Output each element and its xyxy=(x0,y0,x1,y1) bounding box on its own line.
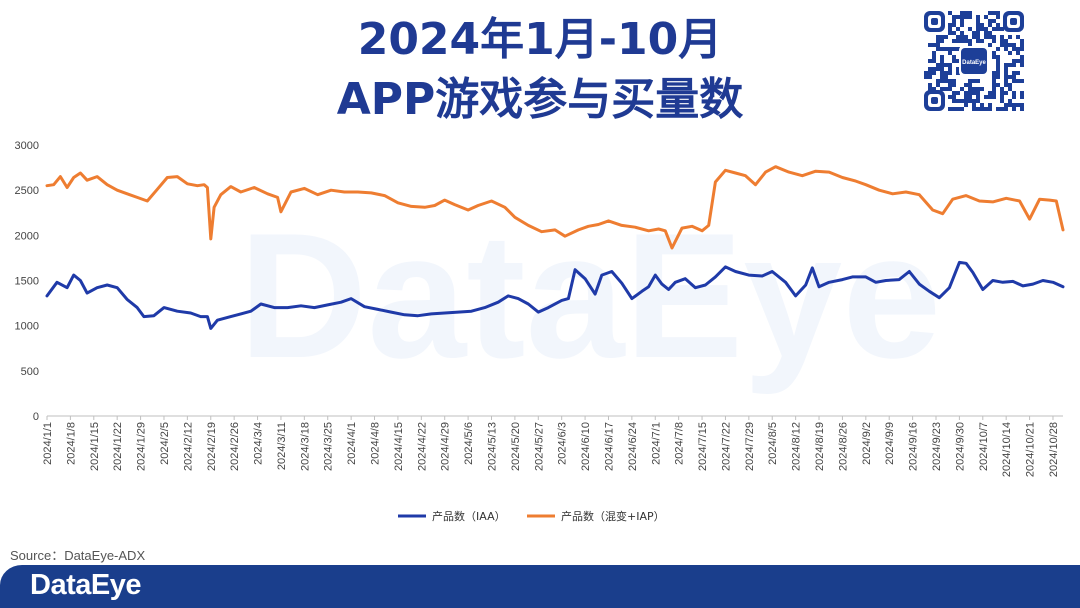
x-tick-label: 2024/9/2 xyxy=(861,422,873,465)
source-note: Source：DataEye-ADX xyxy=(10,548,146,563)
x-tick-label: 2024/2/19 xyxy=(206,422,218,471)
y-tick-label: 3000 xyxy=(15,140,39,152)
x-tick-label: 2024/10/14 xyxy=(1001,422,1013,477)
watermark: DataEye xyxy=(239,196,942,395)
x-tick-label: 2024/7/29 xyxy=(744,422,756,471)
x-tick-label: 2024/2/26 xyxy=(229,422,241,471)
x-tick-label: 2024/1/1 xyxy=(42,422,54,465)
x-tick-label: 2024/4/29 xyxy=(440,422,452,471)
x-tick-label: 2024/8/26 xyxy=(837,422,849,471)
x-tick-label: 2024/1/29 xyxy=(136,422,148,471)
x-tick-label: 2024/4/15 xyxy=(393,422,405,471)
y-tick-label: 1500 xyxy=(15,276,39,288)
x-tick-label: 2024/7/1 xyxy=(650,422,662,465)
y-tick-label: 0 xyxy=(33,411,39,423)
x-tick-label: 2024/4/1 xyxy=(346,422,358,465)
x-tick-label: 2024/2/5 xyxy=(159,422,171,465)
x-tick-label: 2024/6/10 xyxy=(580,422,592,471)
qr-finder-bottom-left xyxy=(924,90,945,111)
x-tick-label: 2024/5/13 xyxy=(487,422,499,471)
x-tick-label: 2024/8/5 xyxy=(767,422,779,465)
x-tick-label: 2024/4/22 xyxy=(416,422,428,471)
y-tick-label: 500 xyxy=(21,366,39,378)
qr-center-badge: DataEye xyxy=(959,46,989,76)
x-tick-label: 2024/3/4 xyxy=(253,422,265,465)
x-tick-label: 2024/3/11 xyxy=(276,422,288,470)
x-tick-label: 2024/6/3 xyxy=(557,422,569,465)
qr-finder-top-left xyxy=(924,11,945,32)
x-tick-label: 2024/9/16 xyxy=(908,422,920,471)
x-tick-label: 2024/10/28 xyxy=(1048,422,1060,477)
line-chart: DataEye 0 500 1000 1500 2000 2500 3000 2024/1/… xyxy=(15,140,1065,523)
x-tick-label: 2024/9/30 xyxy=(954,422,966,471)
x-tick-label: 2024/9/23 xyxy=(931,422,943,471)
qr-pattern xyxy=(924,11,1024,111)
legend: 产品数（IAA） 产品数（混变+IAP） xyxy=(398,509,665,523)
x-tick-label: 2024/6/24 xyxy=(627,422,639,471)
x-tick-label: 2024/10/21 xyxy=(1025,422,1037,477)
x-tick-label: 2024/7/15 xyxy=(697,422,709,471)
x-tick-label: 2024/5/20 xyxy=(510,422,522,471)
x-tick-label: 2024/4/8 xyxy=(370,422,382,465)
x-tick-label: 2024/9/9 xyxy=(884,422,896,465)
x-tick-label: 2024/1/15 xyxy=(89,422,101,471)
x-tick-label: 2024/8/19 xyxy=(814,422,826,471)
x-tick-label: 2024/3/18 xyxy=(299,422,311,471)
chart-title-line2: APP游戏参与买量数 xyxy=(336,74,744,125)
y-tick-label: 2000 xyxy=(15,230,39,242)
series-line-2 xyxy=(45,165,1065,250)
y-tick-label: 1000 xyxy=(15,321,39,333)
footer-logo: DataEye xyxy=(30,569,141,601)
qr-code: DataEye xyxy=(921,8,1027,114)
x-tick-label: 2024/1/8 xyxy=(65,422,77,465)
x-tick-label: 2024/7/8 xyxy=(674,422,686,465)
x-tick-label: 2024/5/6 xyxy=(463,422,475,465)
footer-bar: DataEye xyxy=(0,565,1080,608)
x-tick-label: 2024/2/12 xyxy=(182,422,194,471)
x-tick-label: 2024/7/22 xyxy=(720,422,732,471)
y-tick-label: 2500 xyxy=(15,185,39,197)
legend-label-2: 产品数（混变+IAP） xyxy=(561,509,665,523)
svg-text:DataEye: DataEye xyxy=(962,60,986,66)
x-tick-label: 2024/5/27 xyxy=(533,422,545,471)
x-tick-label: 2024/3/25 xyxy=(323,422,335,471)
x-tick-label: 2024/1/22 xyxy=(112,422,124,471)
series-line-1 xyxy=(45,260,1065,330)
qr-finder-top-right xyxy=(1003,11,1024,32)
chart-title-line1: 2024年1月-10月 xyxy=(357,14,723,65)
x-tick-label: 2024/8/12 xyxy=(791,422,803,471)
x-tick-label: 2024/10/7 xyxy=(978,422,990,471)
legend-label-1: 产品数（IAA） xyxy=(432,509,506,523)
x-tick-label: 2024/6/17 xyxy=(603,422,615,471)
